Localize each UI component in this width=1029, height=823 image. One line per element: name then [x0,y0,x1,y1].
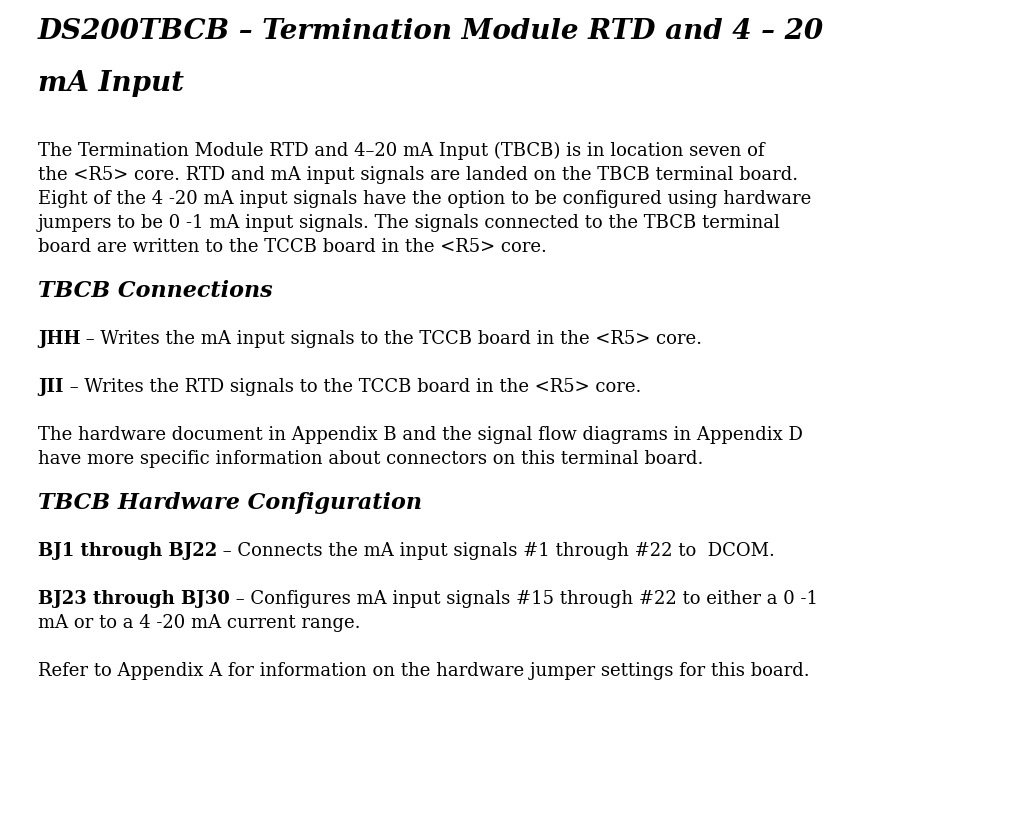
Text: board are written to the TCCB board in the <R5> core.: board are written to the TCCB board in t… [38,238,546,256]
Text: jumpers to be 0 -1 mA input signals. The signals connected to the TBCB terminal: jumpers to be 0 -1 mA input signals. The… [38,214,781,232]
Text: DS200TBCB – Termination Module RTD and 4 – 20: DS200TBCB – Termination Module RTD and 4… [38,18,824,45]
Text: mA or to a 4 -20 mA current range.: mA or to a 4 -20 mA current range. [38,614,360,632]
Text: JHH: JHH [38,330,80,348]
Text: – Connects the mA input signals #1 through #22 to  DCOM.: – Connects the mA input signals #1 throu… [217,542,775,560]
Text: The hardware document in Appendix B and the signal flow diagrams in Appendix D: The hardware document in Appendix B and … [38,426,803,444]
Text: BJ23 through BJ30: BJ23 through BJ30 [38,590,229,608]
Text: TBCB Hardware Configuration: TBCB Hardware Configuration [38,492,422,514]
Text: mA Input: mA Input [38,70,184,97]
Text: – Configures mA input signals #15 through #22 to either a 0 -1: – Configures mA input signals #15 throug… [229,590,818,608]
Text: BJ1 through BJ22: BJ1 through BJ22 [38,542,217,560]
Text: Refer to Appendix A for information on the hardware jumper settings for this boa: Refer to Appendix A for information on t… [38,662,810,680]
Text: have more specific information about connectors on this terminal board.: have more specific information about con… [38,450,704,468]
Text: The Termination Module RTD and 4–20 mA Input (TBCB) is in location seven of: The Termination Module RTD and 4–20 mA I… [38,142,765,160]
Text: Eight of the 4 -20 mA input signals have the option to be configured using hardw: Eight of the 4 -20 mA input signals have… [38,190,811,208]
Text: – Writes the RTD signals to the TCCB board in the <R5> core.: – Writes the RTD signals to the TCCB boa… [64,378,641,396]
Text: the <R5> core. RTD and mA input signals are landed on the TBCB terminal board.: the <R5> core. RTD and mA input signals … [38,166,799,184]
Text: – Writes the mA input signals to the TCCB board in the <R5> core.: – Writes the mA input signals to the TCC… [80,330,703,348]
Text: JII: JII [38,378,64,396]
Text: TBCB Connections: TBCB Connections [38,280,273,302]
